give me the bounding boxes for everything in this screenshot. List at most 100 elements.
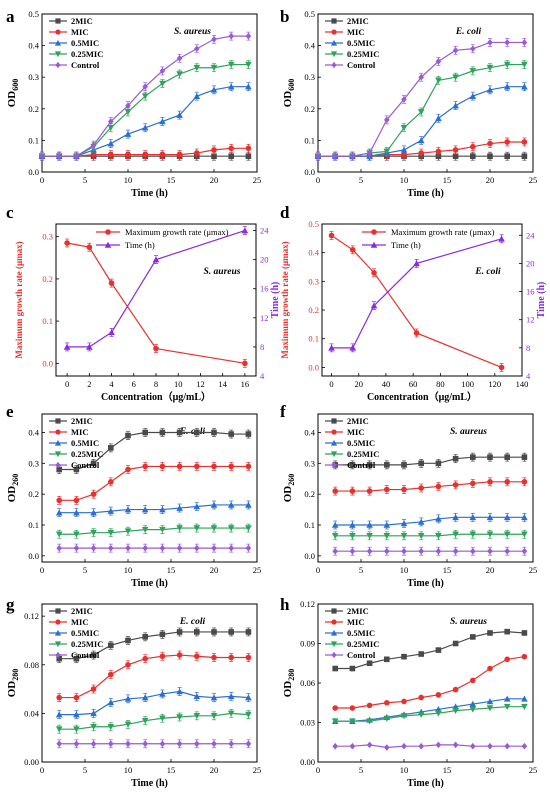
y-tick-label: 0.00: [24, 757, 39, 767]
data-point: [56, 655, 62, 662]
legend: Maximum growth rate (μmax) Time (h): [362, 227, 495, 250]
plot-frame: [41, 13, 258, 173]
data-point: [487, 39, 493, 46]
data-point: [245, 501, 252, 508]
data-point: [470, 153, 476, 159]
y-tick-label: 0.5: [304, 9, 315, 19]
data-point: [366, 488, 373, 494]
y-tick-label: 0.3: [304, 458, 315, 468]
series-line: [67, 229, 246, 348]
data-point: [417, 711, 425, 718]
series-control: [315, 38, 528, 161]
data-point: [159, 740, 166, 748]
data-point: [349, 705, 356, 711]
legend-label: 0.5MIC: [347, 628, 375, 638]
data-point: [503, 531, 511, 538]
x-tick-label: 10: [400, 175, 409, 185]
y-tick-label: 0.1: [304, 520, 315, 530]
y-axis-label: OD260: [6, 474, 20, 503]
data-point: [211, 153, 217, 159]
series-maximum-growth-rate-max: [64, 238, 248, 368]
data-point: [349, 547, 356, 555]
series-mic: [39, 143, 252, 161]
data-point: [498, 364, 505, 371]
data-point: [56, 740, 62, 748]
legend-marker: [55, 29, 61, 35]
legend-label: 2MIC: [71, 416, 93, 426]
legend-marker: [330, 451, 338, 458]
data-point: [73, 740, 80, 748]
data-point: [86, 343, 93, 350]
data-point: [487, 630, 493, 636]
panel-d: d 0 20 40 60 80 100 120 140 0.0 0.1 0.2 0.3 0.4 0.5 4 8 1…: [280, 203, 547, 403]
y-tick-label: 0.2: [42, 274, 53, 284]
y-axis-label: OD600: [282, 79, 296, 108]
data-point: [401, 486, 407, 493]
data-point: [211, 629, 217, 635]
x-axis-label: Time (h): [407, 578, 444, 589]
data-point: [349, 665, 356, 672]
series-line: [59, 631, 249, 660]
x-tick-label: 140: [516, 379, 529, 389]
data-point: [73, 509, 80, 516]
data-point: [400, 146, 408, 153]
legend-marker: [55, 61, 61, 69]
data-point: [56, 466, 62, 473]
legend-label: MIC: [71, 617, 88, 627]
data-point: [332, 705, 339, 711]
series-control: [332, 546, 528, 556]
x-tick-label: 0: [65, 379, 69, 389]
series-line: [318, 86, 525, 157]
x-tick-label: 4: [109, 379, 114, 389]
y-right-tick-label: 20: [526, 258, 535, 268]
data-point: [383, 532, 391, 540]
y-tick-label: 0.09: [300, 639, 315, 649]
data-point: [245, 153, 252, 159]
y-tick-label: 0.3: [304, 72, 315, 82]
legend-label: Maximum growth rate (μmax): [125, 227, 229, 237]
data-point: [486, 86, 494, 93]
data-point: [159, 118, 166, 125]
y-tick-label: 0.5: [308, 219, 319, 229]
data-point: [452, 455, 459, 462]
panel-label: d: [280, 203, 290, 222]
data-point: [366, 547, 373, 555]
data-point: [503, 703, 511, 710]
data-point: [331, 718, 339, 725]
y-tick-label: 0.1: [28, 520, 39, 530]
legend-marker: [331, 429, 337, 435]
data-point: [125, 544, 131, 552]
data-point: [521, 513, 528, 521]
data-point: [487, 140, 493, 147]
data-point: [73, 531, 80, 538]
series-0-25mic: [331, 703, 528, 725]
panel-label: h: [280, 595, 290, 614]
data-point: [469, 531, 477, 538]
data-point: [435, 114, 442, 122]
data-point: [469, 700, 477, 707]
data-point: [504, 139, 511, 145]
series-control: [332, 741, 528, 751]
x-tick-label: 25: [529, 765, 538, 775]
data-point: [159, 653, 166, 660]
data-point: [142, 83, 148, 90]
x-tick-label: 6: [132, 379, 136, 389]
data-point: [141, 717, 149, 724]
x-axis-label: Time (h): [131, 778, 168, 789]
data-point: [227, 83, 235, 90]
y-right-tick-label: 8: [260, 342, 264, 352]
data-point: [227, 710, 235, 717]
plot-frame: [321, 223, 523, 377]
data-point: [452, 686, 459, 693]
x-axis-label: Concentration（μg/mL）: [367, 390, 477, 403]
data-point: [142, 429, 148, 436]
legend-label: 0.25MIC: [347, 49, 379, 59]
series-line: [335, 706, 525, 722]
series-line: [335, 481, 525, 492]
x-tick-label: 5: [83, 565, 87, 575]
data-point: [366, 521, 373, 528]
y-right-tick-label: 24: [526, 230, 535, 240]
data-point: [435, 58, 442, 65]
x-tick-label: 14: [218, 379, 227, 389]
